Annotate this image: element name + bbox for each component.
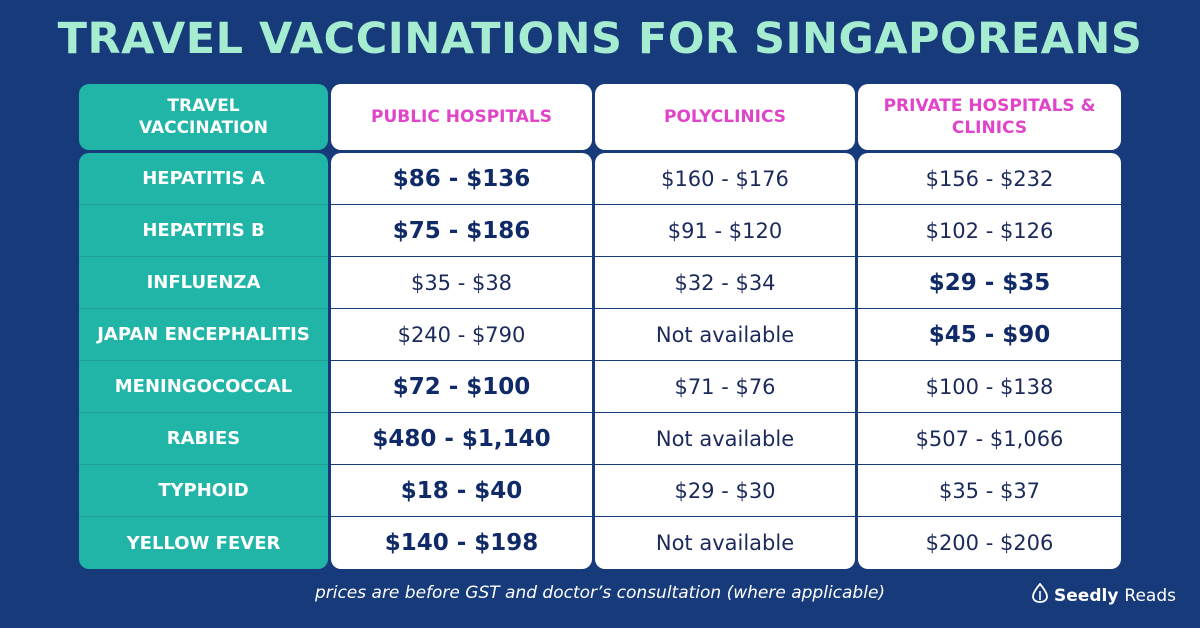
polyclinic-price: $71 - $76	[595, 361, 855, 413]
brand-name: Seedly	[1054, 585, 1119, 606]
private-price: $100 - $138	[858, 361, 1121, 413]
vaccination-name: JAPAN ENCEPHALITIS	[79, 309, 328, 361]
public-price: $86 - $136	[331, 153, 592, 205]
polyclinic-price: $29 - $30	[595, 465, 855, 517]
public-price: $240 - $790	[331, 309, 592, 361]
brand-suffix: Reads	[1124, 585, 1176, 606]
header-public-hospitals: PUBLIC HOSPITALS	[331, 84, 592, 150]
vaccination-name: MENINGOCOCCAL	[79, 361, 328, 413]
private-price: $507 - $1,066	[858, 413, 1121, 465]
seed-icon	[1032, 582, 1048, 608]
footnote: prices are before GST and doctor’s consu…	[314, 583, 886, 603]
header-travel-vaccination: TRAVEL VACCINATION	[79, 84, 328, 150]
header-public-hospitals-label: PUBLIC HOSPITALS	[371, 107, 552, 127]
public-price: $18 - $40	[331, 465, 592, 517]
header-polyclinics-label: POLYCLINICS	[663, 107, 787, 127]
private-price: $200 - $206	[925, 531, 1054, 555]
private-price: $45 - $90	[858, 309, 1121, 361]
public-hospitals-column: $86 - $136 $75 - $186 $35 - $38 $240 - $…	[331, 153, 592, 569]
vaccination-column: HEPATITIS A HEPATITIS B INFLUENZA JAPAN …	[79, 153, 328, 569]
header-private-hospitals-clinics: PRIVATE HOSPITALS & CLINICS	[858, 84, 1121, 150]
header-travel-vaccination-label: TRAVEL VACCINATION	[138, 96, 269, 138]
brand-logo: Seedly Reads	[1032, 582, 1176, 608]
vaccination-name: INFLUENZA	[79, 257, 328, 309]
vaccination-name: TYPHOID	[79, 465, 328, 517]
header-polyclinics: POLYCLINICS	[595, 84, 855, 150]
public-price: $480 - $1,140	[331, 413, 592, 465]
polyclinic-price: Not available	[595, 413, 855, 465]
page-title: TRAVEL VACCINATIONS FOR SINGAPOREANS	[57, 14, 1143, 64]
private-hospitals-column: $156 - $232 $102 - $126 $29 - $35 $45 - …	[858, 153, 1121, 569]
vaccination-name: HEPATITIS B	[79, 205, 328, 257]
public-price: $140 - $198	[384, 530, 539, 556]
public-price: $72 - $100	[331, 361, 592, 413]
private-price: $29 - $35	[858, 257, 1121, 309]
private-price: $35 - $37	[858, 465, 1121, 517]
polyclinic-price: Not available	[595, 309, 855, 361]
polyclinic-price: $160 - $176	[595, 153, 855, 205]
private-price: $156 - $232	[858, 153, 1121, 205]
private-price: $102 - $126	[858, 205, 1121, 257]
vaccination-name: YELLOW FEVER	[126, 532, 281, 554]
header-private-label: PRIVATE HOSPITALS & CLINICS	[883, 96, 1096, 138]
polyclinic-price: $32 - $34	[595, 257, 855, 309]
public-price: $35 - $38	[331, 257, 592, 309]
public-price: $75 - $186	[331, 205, 592, 257]
vaccination-name: HEPATITIS A	[79, 153, 328, 205]
polyclinic-price: $91 - $120	[595, 205, 855, 257]
polyclinics-column: $160 - $176 $91 - $120 $32 - $34 Not ava…	[595, 153, 855, 569]
vaccination-name: RABIES	[79, 413, 328, 465]
polyclinic-price: Not available	[655, 531, 795, 555]
